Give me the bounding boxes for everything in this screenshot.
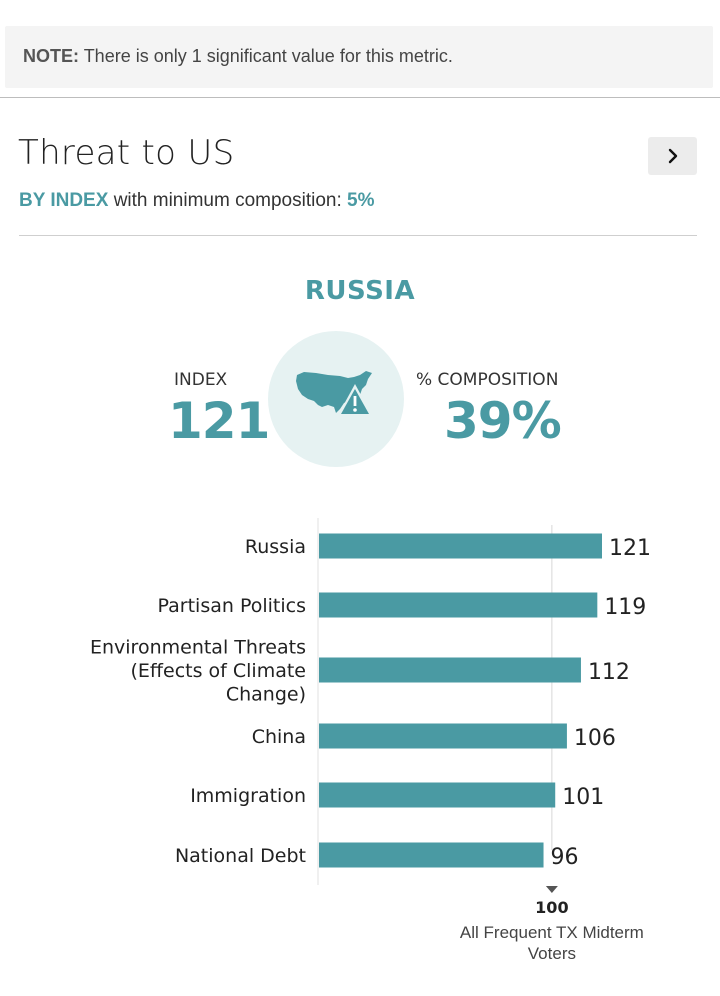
- category-label: Immigration: [190, 785, 306, 807]
- index-label: INDEX: [174, 370, 228, 390]
- bar-value-label: 112: [588, 660, 630, 685]
- divider: [19, 235, 697, 236]
- bar-2: [319, 657, 581, 683]
- index-mode-label: BY INDEX: [19, 190, 109, 211]
- index-bar-chart: 121 Russia 119 Partisan Politics 112 Environm…: [90, 518, 651, 963]
- category-label: Environmental Threats (Effects of Climate…: [90, 637, 306, 706]
- bar-value-label: 96: [551, 845, 579, 870]
- category-label: China: [252, 726, 306, 748]
- composition-value: 39%: [444, 392, 562, 450]
- us-map-warning-icon: [296, 371, 373, 417]
- bar-1: [319, 592, 598, 618]
- note-label: NOTE:: [23, 46, 79, 66]
- bar-value-label: 106: [574, 726, 616, 751]
- note-text: There is only 1 significant value for th…: [83, 46, 453, 66]
- highlight-name: RUSSIA: [304, 276, 416, 306]
- bars-layer: 121 Russia 119 Partisan Politics 112 Environm…: [90, 533, 651, 870]
- bar-0: [319, 533, 602, 559]
- bar-4: [319, 782, 556, 808]
- reference-value-label: 100: [535, 898, 568, 917]
- threat-icon-circle: [268, 331, 404, 467]
- reference-label: All Frequent TX Midterm Voters: [460, 923, 644, 963]
- reference-label-line: All Frequent TX Midterm: [460, 923, 644, 942]
- bar-3: [319, 723, 567, 749]
- chevron-right-icon: [668, 148, 677, 164]
- bar-value-label: 119: [604, 595, 646, 620]
- bar-5: [319, 842, 544, 868]
- category-label: Russia: [245, 536, 306, 558]
- next-button[interactable]: [648, 137, 697, 175]
- index-value: 121: [168, 392, 270, 450]
- reference-marker-icon: [545, 886, 558, 893]
- metric-subtitle: BY INDEX with minimum composition: 5%: [19, 190, 375, 212]
- reference-label-line: Voters: [528, 944, 576, 963]
- bar-value-label: 121: [609, 536, 651, 561]
- min-composition-value: 5%: [347, 190, 375, 211]
- page-title: Threat to US: [18, 133, 235, 173]
- composition-label: % COMPOSITION: [416, 370, 559, 390]
- divider: [0, 97, 720, 98]
- category-label: Partisan Politics: [158, 595, 306, 617]
- subtitle-text: with minimum composition:: [113, 190, 342, 211]
- category-label: National Debt: [175, 845, 306, 867]
- bar-value-label: 101: [562, 785, 604, 810]
- note-banner: NOTE: There is only 1 significant value …: [5, 26, 713, 88]
